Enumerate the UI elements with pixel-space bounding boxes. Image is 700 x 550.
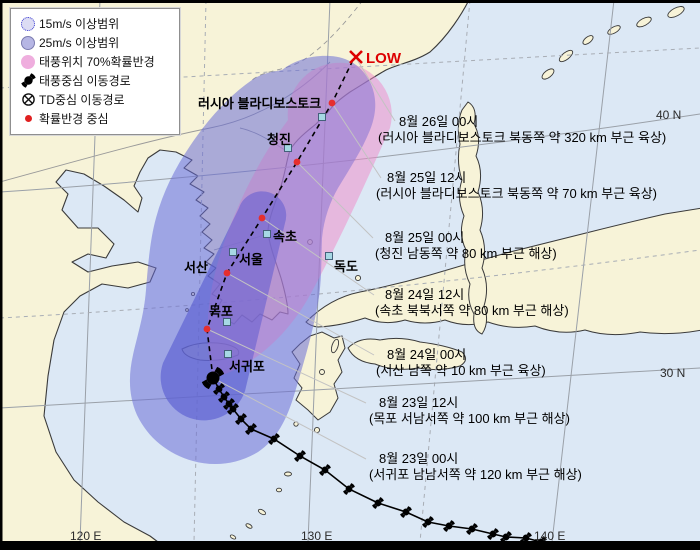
forecast-point — [203, 325, 211, 333]
city-marker — [325, 252, 333, 260]
leader-line — [331, 102, 382, 179]
forecast-time-label: 8월 24일 00시 — [387, 347, 466, 362]
forecast-desc-label: (청진 남동쪽 약 80 km 부근 해상) — [375, 246, 557, 261]
past-track — [212, 377, 562, 550]
legend-item-label: 25m/s 이상범위 — [39, 36, 120, 50]
probability-center-icon — [17, 115, 39, 122]
legend-item: 태풍중심 이동경로 — [17, 71, 173, 90]
legend-item-label: 태풍위치 70%확률반경 — [39, 55, 155, 69]
city-marker — [224, 350, 232, 358]
graticule-label: 140 E — [534, 529, 565, 543]
city-label: 독도 — [334, 259, 358, 274]
forecast-time-label: 8월 25일 12시 — [387, 170, 466, 185]
probability70-icon — [17, 54, 39, 69]
legend-item-label: TD중심 이동경로 — [39, 93, 125, 107]
forecast-time-label: 8월 26일 00시 — [399, 114, 478, 129]
city-label: 목포 — [209, 304, 233, 319]
city-markers — [223, 113, 333, 358]
city-label: 서귀포 — [229, 359, 265, 374]
graticule-label: 130 E — [301, 529, 332, 543]
forecast-time-label: 8월 23일 00시 — [379, 451, 458, 466]
city-marker — [318, 113, 326, 121]
forecast-time-label: 8월 25일 00시 — [385, 230, 464, 245]
leader-line — [226, 272, 375, 356]
typhoon-center-icon — [17, 72, 39, 89]
legend-item: 25m/s 이상범위 — [17, 33, 173, 52]
leader-line — [206, 328, 367, 404]
low-x-icon — [349, 50, 363, 64]
legend-item: 15m/s 이상범위 — [17, 14, 173, 33]
leader-lines — [206, 57, 396, 460]
frame-bottom — [0, 541, 700, 550]
forecast-desc-label: (서귀포 남남서쪽 약 120 km 부근 해상) — [369, 467, 582, 482]
wind25-range-icon — [17, 35, 39, 50]
leader-line — [212, 377, 367, 460]
frame-top — [0, 0, 700, 3]
frame-left — [0, 0, 3, 550]
forecast-desc-label: (러시아 블라디보스토크 북동쪽 약 320 km 부근 육상) — [378, 130, 666, 145]
td-center-icon — [17, 92, 39, 107]
forecast-point — [223, 269, 231, 277]
city-label: 청진 — [267, 132, 291, 147]
leader-line — [261, 217, 375, 296]
wind15-range-icon — [17, 16, 39, 31]
city-label: 속초 — [273, 229, 297, 244]
city-label: 서울 — [239, 252, 263, 267]
city-marker — [263, 230, 271, 238]
forecast-desc-label: (서산 남쪽 약 10 km 부근 육상) — [376, 363, 546, 378]
land-sakhalin — [457, 101, 488, 335]
city-label: 서산 — [184, 260, 208, 275]
legend-item: 태풍위치 70%확률반경 — [17, 52, 173, 71]
city-marker — [223, 318, 231, 326]
graticule-label: 40 N — [656, 108, 681, 122]
legend-item-label: 확률반경 중심 — [39, 112, 109, 126]
city-label: 러시아 블라디보스토크 — [198, 96, 321, 111]
forecast-desc-label: (속초 북북서쪽 약 80 km 부근 해상) — [375, 303, 569, 318]
forecast-desc-label: (러시아 블라디보스토크 북동쪽 약 70 km 부근 육상) — [376, 186, 657, 201]
city-marker — [284, 144, 292, 152]
forecast-time-label: 8월 24일 12시 — [385, 287, 464, 302]
city-marker — [229, 248, 237, 256]
forecast-point — [258, 214, 266, 222]
legend-item-label: 태풍중심 이동경로 — [39, 74, 131, 88]
forecast-track: LOW — [201, 50, 402, 390]
forecast-desc-label: (목포 서남서쪽 약 100 km 부근 해상) — [369, 411, 570, 426]
legend-item-label: 15m/s 이상범위 — [39, 17, 120, 31]
legend-item: 확률반경 중심 — [17, 109, 173, 128]
land-honshu — [305, 207, 700, 336]
graticule-label: 30 N — [660, 366, 685, 380]
graticule-label: 120 E — [70, 529, 101, 543]
legend-item: TD중심 이동경로 — [17, 90, 173, 109]
forecast-point — [293, 158, 301, 166]
low-label: LOW — [366, 50, 402, 67]
small-islands — [185, 6, 685, 540]
forecast-point — [328, 99, 336, 107]
forecast-time-label: 8월 23일 12시 — [379, 395, 458, 410]
leader-line — [296, 161, 374, 239]
leader-line — [355, 57, 396, 122]
